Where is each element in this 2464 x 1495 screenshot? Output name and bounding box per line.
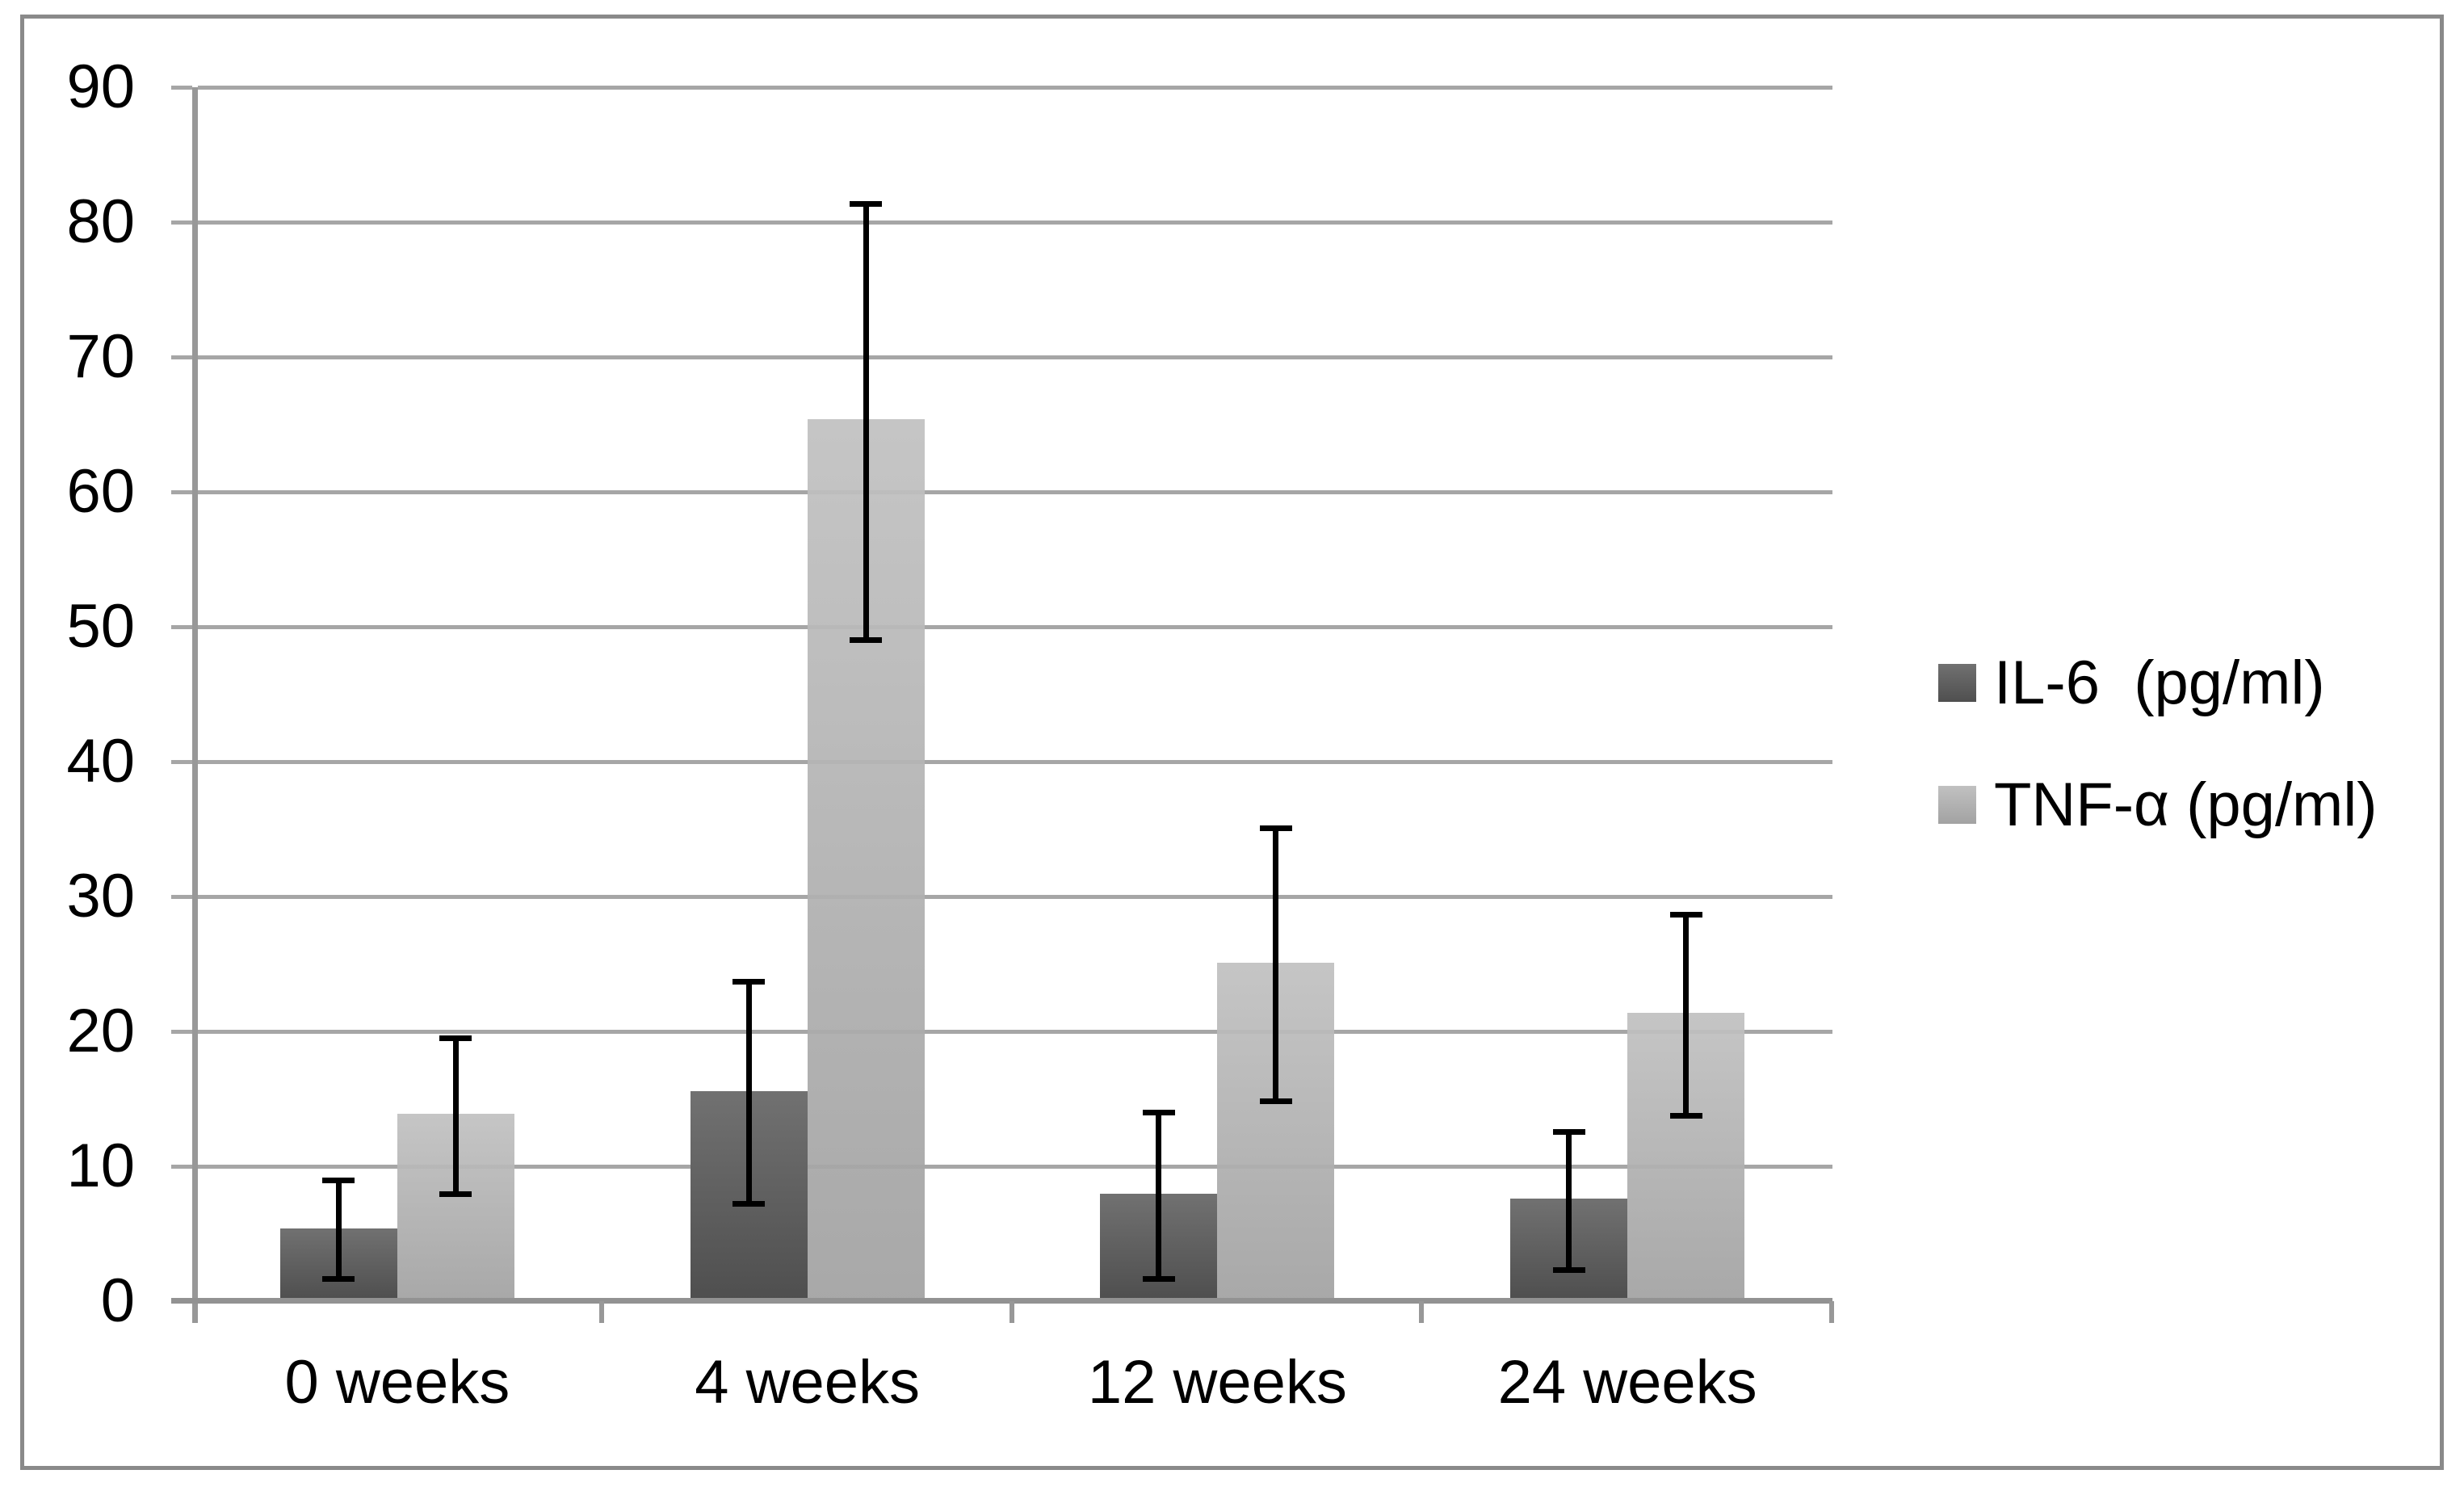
error-bar-cap-top <box>439 1035 472 1042</box>
x-axis-tick <box>1829 1301 1834 1323</box>
legend-swatch-il6 <box>1938 664 1976 702</box>
y-axis-tick <box>171 220 192 225</box>
error-bar-cap-bottom <box>1142 1276 1175 1283</box>
error-bar-line <box>335 1179 342 1280</box>
error-bar-cap-bottom <box>1552 1266 1585 1273</box>
legend-item-tnfa: TNF-α (pg/ml) <box>1938 774 2423 835</box>
error-bar-line <box>1566 1131 1572 1270</box>
y-axis-tick <box>171 894 192 899</box>
y-axis-tick-label: 40 <box>66 727 135 796</box>
y-axis-tick-label: 90 <box>66 52 135 121</box>
error-bar-line <box>1273 827 1279 1102</box>
y-axis-tick <box>171 355 192 359</box>
error-bar-cap-bottom <box>439 1191 472 1198</box>
plot-area <box>171 85 1834 1323</box>
gridline <box>198 894 1832 899</box>
legend-swatch-tnfa <box>1938 786 1976 824</box>
error-bar-cap-top <box>1552 1128 1585 1135</box>
y-axis-tick-label: 80 <box>66 187 135 256</box>
gridline <box>198 220 1832 225</box>
legend-label: IL-6 (pg/ml) <box>1994 648 2325 717</box>
error-bar-cap-bottom <box>1669 1113 1702 1119</box>
y-axis-tick <box>171 1164 192 1169</box>
gridline <box>198 1164 1832 1169</box>
legend-item-il6: IL-6 (pg/ml) <box>1938 652 2423 713</box>
gridline <box>198 355 1832 359</box>
y-axis-tick <box>171 759 192 764</box>
gridline <box>198 759 1832 764</box>
error-bar-cap-top <box>732 979 766 985</box>
y-axis-line <box>192 87 198 1323</box>
error-bar-cap-top <box>1669 911 1702 918</box>
error-bar-cap-bottom <box>732 1200 766 1207</box>
y-axis-tick-label: 20 <box>66 997 135 1065</box>
y-axis-tick <box>171 489 192 494</box>
y-axis-tick-label: 30 <box>66 862 135 930</box>
x-axis-label-24-weeks: 24 weeks <box>1497 1348 1757 1417</box>
error-bar-line <box>863 203 869 640</box>
error-bar-line <box>1683 913 1690 1117</box>
y-axis-tick-label: 60 <box>66 457 135 526</box>
x-axis-label-4-weeks: 4 weeks <box>695 1348 921 1417</box>
error-bar-line <box>745 981 752 1204</box>
gridline <box>198 624 1832 629</box>
y-axis-tick-label: 10 <box>66 1132 135 1200</box>
x-axis-tick <box>598 1301 604 1323</box>
x-axis-line <box>171 1298 1832 1304</box>
legend-label: TNF-α (pg/ml) <box>1994 770 2378 839</box>
gridline <box>198 85 1832 90</box>
error-bar-cap-bottom <box>850 636 883 643</box>
y-axis-tick <box>171 85 192 90</box>
error-bar-cap-top <box>1259 825 1292 831</box>
x-axis-tick <box>1009 1301 1014 1323</box>
y-axis-tick-label: 70 <box>66 322 135 391</box>
x-axis-tick <box>1419 1301 1425 1323</box>
x-axis-label-12-weeks: 12 weeks <box>1087 1348 1347 1417</box>
error-bar-line <box>1156 1112 1162 1280</box>
error-bar-line <box>452 1038 459 1195</box>
gridline <box>198 489 1832 494</box>
y-axis-tick <box>171 1029 192 1034</box>
x-axis-label-0-weeks: 0 weeks <box>284 1348 510 1417</box>
error-bar-cap-top <box>322 1177 355 1183</box>
gridline <box>198 1029 1832 1034</box>
error-bar-cap-top <box>1142 1110 1175 1116</box>
y-axis-tick-label: 0 <box>100 1266 135 1335</box>
y-axis-tick <box>171 624 192 629</box>
error-bar-cap-top <box>850 200 883 207</box>
error-bar-cap-bottom <box>1259 1098 1292 1104</box>
error-bar-cap-bottom <box>322 1276 355 1283</box>
y-axis-tick-label: 50 <box>66 592 135 661</box>
